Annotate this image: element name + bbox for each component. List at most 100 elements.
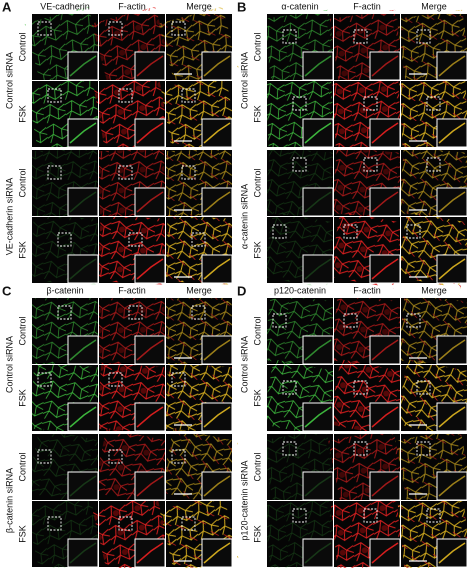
inset-detail [438, 406, 466, 428]
inset-detail [69, 339, 97, 361]
panel-letter: C [2, 283, 12, 298]
group-label: α-catenin siRNA [239, 184, 249, 249]
group-label: Control siRNA [4, 52, 14, 109]
roi-box [171, 372, 186, 387]
gutter [267, 80, 467, 81]
inset-frame [369, 538, 401, 568]
gutter [26, 11, 32, 284]
roi-box [37, 449, 52, 464]
row-label: FSK [252, 389, 262, 407]
inset-frame [134, 402, 166, 432]
roi-box [181, 88, 196, 103]
inset-frame [134, 187, 166, 217]
inset-frame [134, 471, 166, 501]
gutter [467, 11, 470, 284]
gutter [267, 431, 467, 434]
row-label: Control [17, 452, 27, 481]
roi-box [47, 165, 62, 180]
column-header: α-catenin [281, 1, 318, 11]
inset-detail [69, 191, 97, 213]
roi-box [363, 508, 378, 523]
inset-frame [67, 118, 99, 148]
inset-detail [371, 406, 399, 428]
column-header: β-catenin [46, 285, 83, 295]
inset-detail [304, 191, 332, 213]
inset-frame [201, 402, 233, 432]
inset-detail [438, 258, 466, 280]
roi-box [108, 21, 123, 36]
inset-frame [134, 254, 166, 284]
column-header: F-actin [353, 285, 381, 295]
inset-frame [201, 118, 233, 148]
roi-box [292, 96, 307, 111]
inset-frame [369, 402, 401, 432]
inset-frame [436, 51, 468, 81]
inset-frame [67, 187, 99, 217]
inset-detail [69, 122, 97, 144]
inset-frame [302, 254, 334, 284]
inset-detail [69, 475, 97, 497]
roi-box [181, 516, 196, 531]
group-label: Control siRNA [239, 52, 249, 109]
gutter [467, 295, 470, 568]
roi-box [128, 305, 143, 320]
inset-frame [67, 538, 99, 568]
inset-detail [136, 191, 164, 213]
inset-detail [136, 258, 164, 280]
inset-detail [304, 55, 332, 77]
roi-box [426, 96, 441, 111]
inset-detail [304, 542, 332, 564]
gutter [32, 364, 232, 365]
inset-frame [302, 402, 334, 432]
gutter [267, 500, 467, 501]
inset-detail [69, 406, 97, 428]
row-label: Control [252, 316, 262, 345]
inset-frame [201, 538, 233, 568]
inset-detail [438, 122, 466, 144]
roi-box [37, 21, 52, 36]
roi-box [416, 380, 431, 395]
roi-box [57, 305, 72, 320]
row-label: Control [17, 316, 27, 345]
roi-box [343, 224, 358, 239]
inset-detail [203, 475, 231, 497]
inset-frame [302, 471, 334, 501]
inset-detail [203, 191, 231, 213]
roi-box [343, 313, 358, 328]
inset-frame [302, 335, 334, 365]
inset-frame [302, 538, 334, 568]
inset-detail [136, 475, 164, 497]
inset-frame [67, 254, 99, 284]
roi-box [416, 441, 431, 456]
inset-frame [436, 187, 468, 217]
column-header: Merge [421, 285, 447, 295]
inset-detail [438, 475, 466, 497]
roi-box [426, 157, 441, 172]
row-label: Control [252, 168, 262, 197]
gutter [32, 11, 232, 14]
gutter [267, 295, 467, 298]
gutter [267, 364, 467, 365]
gutter [261, 295, 267, 568]
row-label: FSK [17, 525, 27, 543]
inset-frame [369, 187, 401, 217]
roi-box [282, 380, 297, 395]
inset-frame [436, 471, 468, 501]
inset-detail [304, 258, 332, 280]
roi-box [416, 29, 431, 44]
inset-frame [134, 538, 166, 568]
inset-detail [371, 475, 399, 497]
row-label: FSK [17, 105, 27, 123]
roi-box [363, 157, 378, 172]
inset-detail [371, 542, 399, 564]
roi-box [108, 449, 123, 464]
inset-detail [371, 55, 399, 77]
gutter [232, 11, 237, 284]
roi-box [47, 516, 62, 531]
inset-detail [69, 542, 97, 564]
gutter [267, 11, 467, 14]
row-label: Control [252, 32, 262, 61]
roi-box [272, 224, 287, 239]
inset-detail [371, 339, 399, 361]
